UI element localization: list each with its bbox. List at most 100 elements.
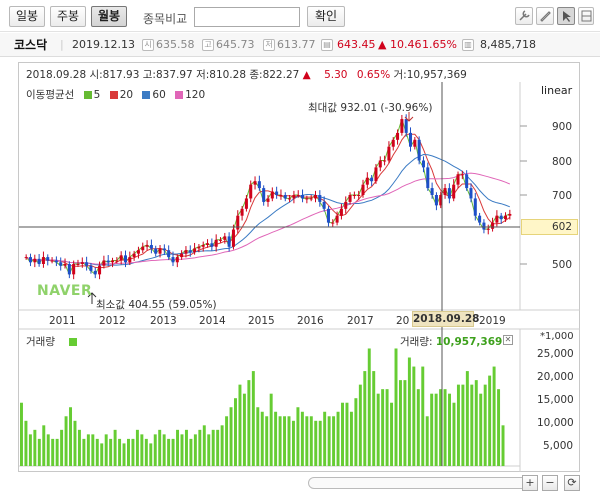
volume-bar	[234, 398, 237, 466]
candle-body	[378, 160, 382, 168]
candle-body	[361, 184, 365, 195]
volume-bar	[95, 438, 99, 466]
volume-bar	[242, 393, 246, 466]
volume-bar	[198, 429, 202, 466]
volume-bar	[376, 393, 380, 466]
volume-bar	[430, 393, 434, 466]
candle-body	[465, 174, 469, 189]
candle-body	[67, 264, 71, 275]
volume-bar	[158, 429, 162, 466]
volume-bar	[256, 407, 260, 466]
divider: |	[60, 38, 64, 51]
compare-label: 종목비교	[143, 12, 188, 26]
reset-icon[interactable]: ⟳	[564, 475, 580, 491]
scroll-track[interactable]	[308, 477, 530, 489]
volume-bar	[238, 384, 242, 466]
wrench-icon[interactable]	[515, 7, 533, 25]
year-tick: 2014	[199, 315, 226, 327]
volume-bar	[443, 389, 447, 466]
candle-body	[240, 208, 244, 216]
candle-body	[478, 215, 482, 223]
candle-body	[326, 208, 330, 223]
year-tick: 2013	[150, 315, 177, 327]
candle-body	[370, 177, 374, 182]
volume-bar	[390, 402, 394, 466]
close-value: 643.45	[337, 38, 376, 51]
volume-bar	[474, 380, 478, 466]
candle-body	[231, 229, 235, 247]
scale-toggle[interactable]: linear	[541, 84, 573, 97]
candle-body	[63, 264, 67, 266]
volume-bar	[278, 416, 282, 466]
candle-body	[201, 245, 205, 247]
candle-body	[136, 250, 140, 254]
volume-bar	[354, 398, 358, 466]
weekly-button[interactable]: 주봉	[50, 6, 86, 27]
volume-panel-title: 거래량	[26, 334, 77, 349]
candle-body	[162, 248, 166, 251]
volume-bar	[416, 389, 420, 466]
confirm-button[interactable]: 확인	[307, 6, 345, 27]
volume-bar	[247, 380, 251, 466]
close-icon[interactable]: ✕	[503, 335, 513, 345]
candle-body	[106, 260, 110, 263]
volume-bar	[131, 438, 135, 466]
candle-body	[508, 213, 512, 216]
cursor-icon[interactable]	[557, 7, 575, 25]
candle-body	[158, 248, 162, 254]
candle-body	[249, 184, 253, 199]
volume-bar	[305, 416, 309, 466]
monthly-button[interactable]: 월봉	[91, 6, 127, 27]
volume-bar	[345, 402, 349, 466]
volume-bar	[465, 371, 469, 466]
volume-bar	[73, 420, 77, 466]
volume-readout: 거래량: 10,957,369	[400, 336, 503, 348]
volume-bar	[162, 434, 166, 466]
volume-bar	[171, 438, 175, 466]
grid-icon[interactable]	[578, 7, 594, 25]
volume-bar	[82, 438, 86, 466]
candle-body	[270, 191, 274, 199]
ma-legend: 이동평균선 5 20 60 120	[26, 87, 205, 102]
volume-bar	[492, 366, 496, 466]
candle-body	[206, 243, 210, 246]
ma5-label: 5	[93, 89, 101, 101]
open-value: 시 635.58	[142, 33, 195, 57]
volume-bar	[291, 420, 295, 466]
zoom-in-button[interactable]: +	[522, 475, 538, 491]
compare-search-input[interactable]	[194, 7, 300, 27]
pen-icon[interactable]	[536, 7, 554, 25]
volume-bar	[144, 438, 148, 466]
volume-bar	[207, 434, 211, 466]
volume-bar	[184, 429, 188, 466]
candle-body	[80, 262, 84, 264]
high-value: 고 645.73	[202, 33, 255, 57]
volume-unit: *1,000	[540, 331, 574, 342]
year-tick: 2019	[479, 315, 506, 327]
candle-body	[417, 139, 421, 161]
volume-value: 8,485,718	[480, 38, 536, 51]
candle-body	[98, 265, 102, 275]
candle-body	[413, 139, 417, 147]
price-tick: 700	[552, 190, 572, 202]
candle-body	[296, 195, 300, 196]
volume-bar	[135, 429, 139, 466]
daily-button[interactable]: 일봉	[9, 6, 45, 27]
candle-body	[396, 132, 400, 140]
candle-body	[421, 160, 425, 168]
low-badge: 저	[263, 39, 275, 51]
candle-body	[288, 198, 292, 200]
index-name: 코스닥	[14, 38, 48, 52]
ma5-swatch	[83, 91, 92, 99]
candle-body	[409, 132, 413, 147]
candle-body	[426, 167, 430, 189]
candle-body	[76, 264, 80, 265]
candle-body	[279, 195, 283, 196]
volume-bar	[488, 375, 492, 466]
volume-badge-icon: ▥	[462, 33, 476, 57]
volume-bar	[497, 389, 501, 466]
zoom-out-button[interactable]: −	[542, 475, 558, 491]
volume-bar	[46, 434, 50, 466]
volume-bar	[314, 420, 318, 466]
